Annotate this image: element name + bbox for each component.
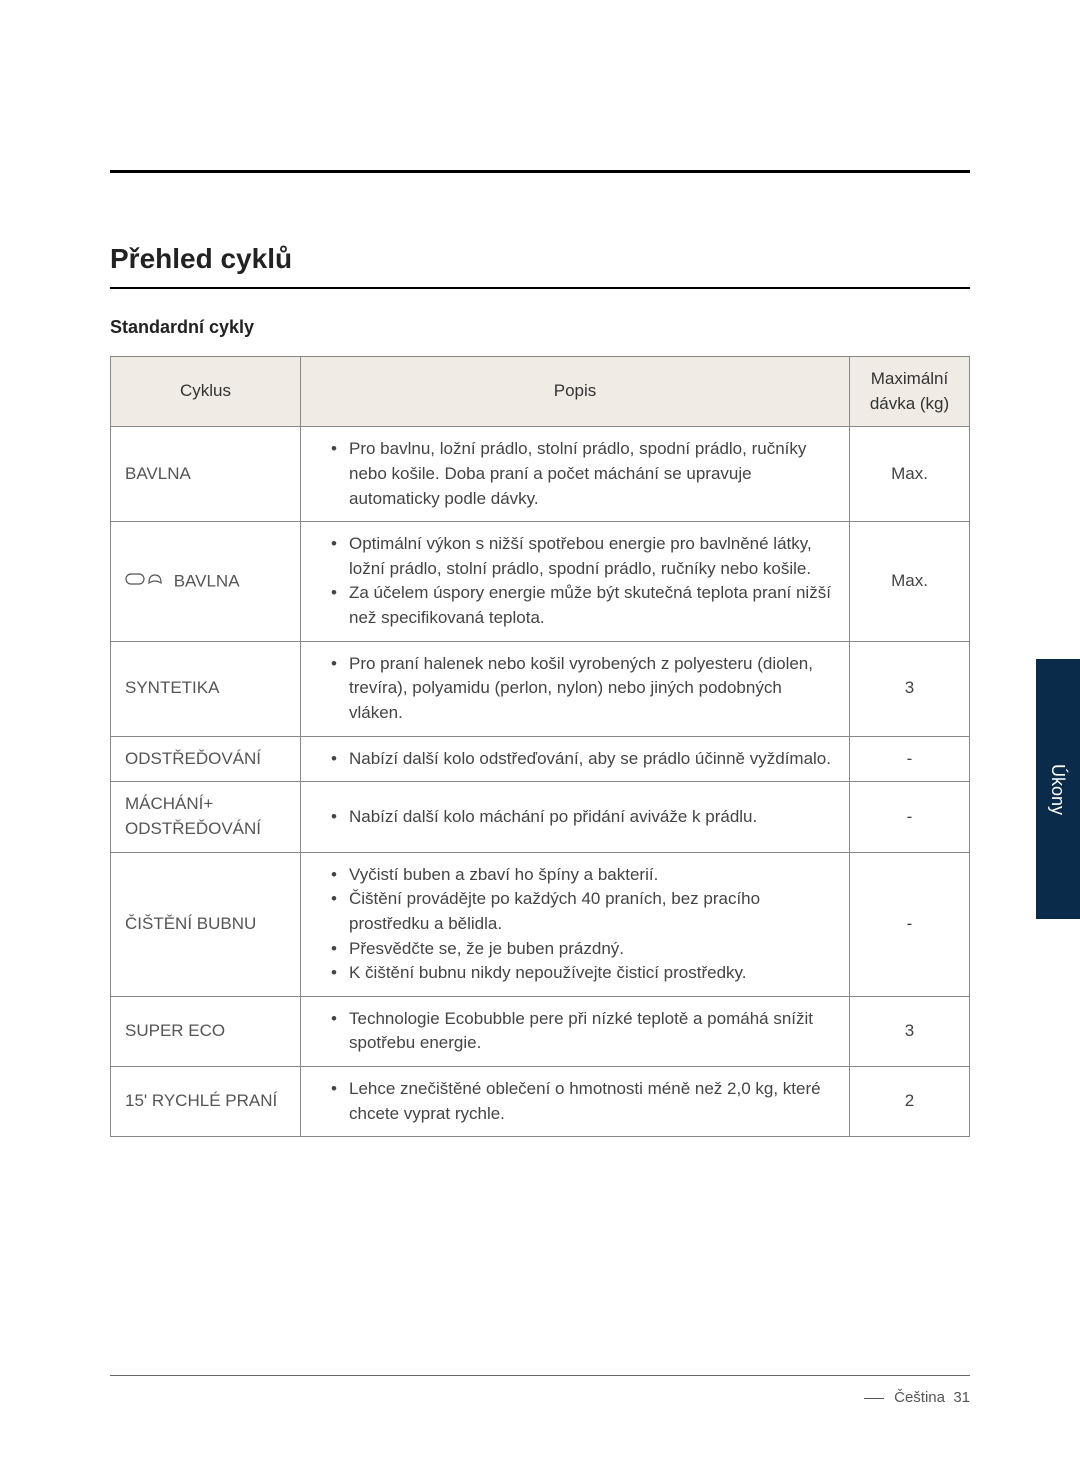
top-rule [110, 170, 970, 173]
max-cell: 3 [850, 641, 970, 736]
cycle-cell: ČIŠTĚNÍ BUBNU [111, 852, 301, 996]
desc-cell: Pro bavlnu, ložní prádlo, stolní prádlo,… [301, 427, 850, 522]
footer-rule [110, 1375, 970, 1376]
desc-item: Za účelem úspory energie může být skuteč… [331, 581, 835, 630]
footer-dash [864, 1398, 884, 1399]
desc-item: Optimální výkon s nižší spotřebou energi… [331, 532, 835, 581]
max-cell: - [850, 852, 970, 996]
desc-item: Nabízí další kolo odstřeďování, aby se p… [331, 747, 835, 772]
desc-item: Technologie Ecobubble pere při nízké tep… [331, 1007, 835, 1056]
footer-page: 31 [953, 1389, 970, 1406]
desc-item: Pro praní halenek nebo košil vyrobených … [331, 652, 835, 726]
desc-item: Nabízí další kolo máchání po přidání avi… [331, 805, 835, 830]
side-tab: Úkony [1036, 659, 1080, 919]
eco-icon [125, 569, 165, 595]
desc-cell: Technologie Ecobubble pere při nízké tep… [301, 996, 850, 1066]
cycle-cell: SYNTETIKA [111, 641, 301, 736]
max-cell: - [850, 736, 970, 782]
desc-item: Lehce znečištěné oblečení o hmotnosti mé… [331, 1077, 835, 1126]
cycle-cell: MÁCHÁNÍ+ ODSTŘEĎOVÁNÍ [111, 782, 301, 852]
desc-item: Přesvědčte se, že je buben prázdný. [331, 937, 835, 962]
desc-item: Vyčistí buben a zbaví ho špíny a bakteri… [331, 863, 835, 888]
table-row: MÁCHÁNÍ+ ODSTŘEĎOVÁNÍ Nabízí další kolo m… [111, 782, 970, 852]
table-row: BAVLNA Optimální výkon s nižší spotřebou … [111, 522, 970, 642]
th-cycle: Cyklus [111, 357, 301, 427]
cycle-cell: BAVLNA [111, 522, 301, 642]
desc-cell: Optimální výkon s nižší spotřebou energi… [301, 522, 850, 642]
side-tab-label: Úkony [1048, 763, 1069, 814]
th-max: Maximální dávka (kg) [850, 357, 970, 427]
table-row: BAVLNA Pro bavlnu, ložní prádlo, stolní p… [111, 427, 970, 522]
desc-item: Pro bavlnu, ložní prádlo, stolní prádlo,… [331, 437, 835, 511]
table-row: SYNTETIKA Pro praní halenek nebo košil vy… [111, 641, 970, 736]
footer-lang: Čeština [894, 1389, 945, 1406]
cycle-cell: BAVLNA [111, 427, 301, 522]
cycle-cell: SUPER ECO [111, 996, 301, 1066]
desc-item: Čištění provádějte po každých 40 praních… [331, 887, 835, 936]
footer-text: Čeština 31 [864, 1389, 970, 1406]
desc-cell: Pro praní halenek nebo košil vyrobených … [301, 641, 850, 736]
max-cell: 2 [850, 1067, 970, 1137]
cycle-cell: 15' RYCHLÉ PRANÍ [111, 1067, 301, 1137]
subtitle: Standardní cykly [110, 317, 970, 338]
table-row: ODSTŘEĎOVÁNÍ Nabízí další kolo odstřeďová… [111, 736, 970, 782]
max-cell: Max. [850, 427, 970, 522]
desc-cell: Nabízí další kolo máchání po přidání avi… [301, 782, 850, 852]
table-row: ČIŠTĚNÍ BUBNU Vyčistí buben a zbaví ho šp… [111, 852, 970, 996]
desc-item: K čištění bubnu nikdy nepoužívejte čisti… [331, 961, 835, 986]
th-desc: Popis [301, 357, 850, 427]
cycles-table: Cyklus Popis Maximální dávka (kg) BAVLNA… [110, 356, 970, 1137]
section-title: Přehled cyklů [110, 243, 970, 289]
max-cell: - [850, 782, 970, 852]
max-cell: Max. [850, 522, 970, 642]
table-row: SUPER ECO Technologie Ecobubble pere při … [111, 996, 970, 1066]
desc-cell: Lehce znečištěné oblečení o hmotnosti mé… [301, 1067, 850, 1137]
desc-cell: Nabízí další kolo odstřeďování, aby se p… [301, 736, 850, 782]
desc-cell: Vyčistí buben a zbaví ho špíny a bakteri… [301, 852, 850, 996]
max-cell: 3 [850, 996, 970, 1066]
cycle-cell: ODSTŘEĎOVÁNÍ [111, 736, 301, 782]
table-row: 15' RYCHLÉ PRANÍ Lehce znečištěné oblečen… [111, 1067, 970, 1137]
